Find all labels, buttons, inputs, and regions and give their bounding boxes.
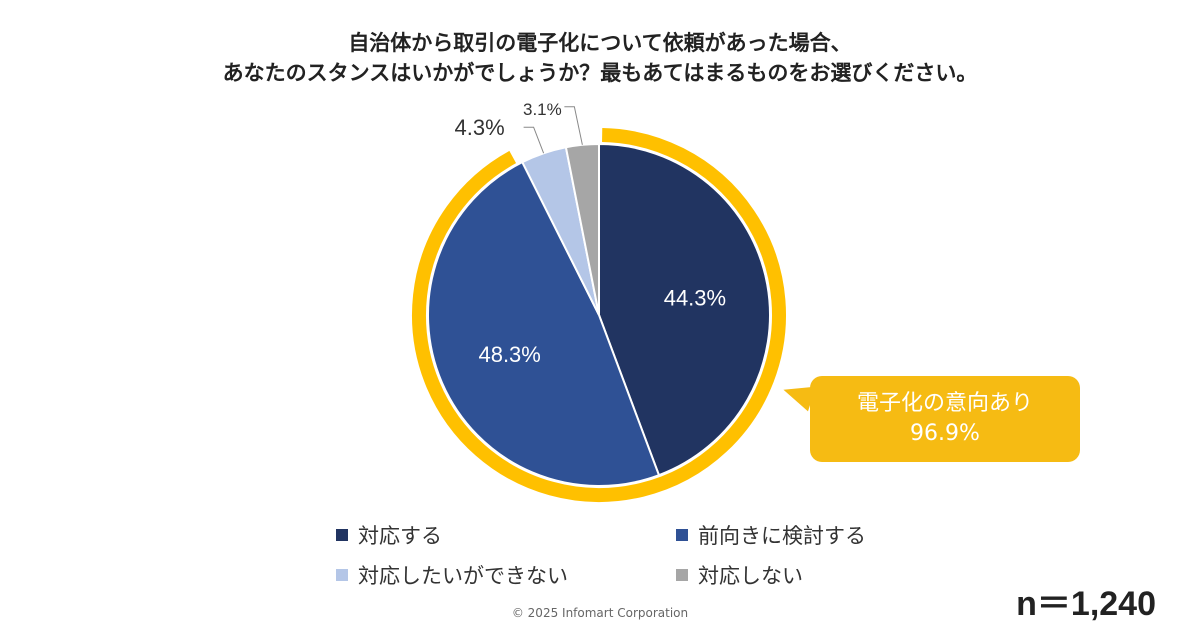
pie-slice-1 <box>427 160 661 487</box>
leader-line-2 <box>523 126 545 154</box>
data-label-3: 3.1% <box>523 100 562 119</box>
pie-slice-0 <box>598 142 771 477</box>
copyright: © 2025 Infomart Corporation <box>511 606 689 620</box>
title-line-1: 自治体から取引の電子化について依頼があった場合、 <box>348 31 852 55</box>
pie-slice-3 <box>564 142 600 316</box>
highlight-ring <box>412 128 786 502</box>
data-label-2: 4.3% <box>455 115 505 140</box>
callout-label: 電子化の意向あり <box>856 391 1033 416</box>
title-line-2: あなたのスタンスはいかがでしょうか？最もあてはまるものをお選びください。 <box>222 61 978 85</box>
leader-line-3 <box>564 106 583 145</box>
chart-title: 自治体から取引の電子化について依頼があった場合、 あなたのスタンスはいかがでしょ… <box>0 28 1200 88</box>
intent-callout: 電子化の意向あり 96.9% <box>810 376 1080 462</box>
sample-size: n＝1,240 <box>1016 585 1156 623</box>
callout-value: 96.9% <box>910 421 980 446</box>
data-label-0: 44.3% <box>664 286 726 311</box>
data-label-1: 48.3% <box>478 342 540 367</box>
